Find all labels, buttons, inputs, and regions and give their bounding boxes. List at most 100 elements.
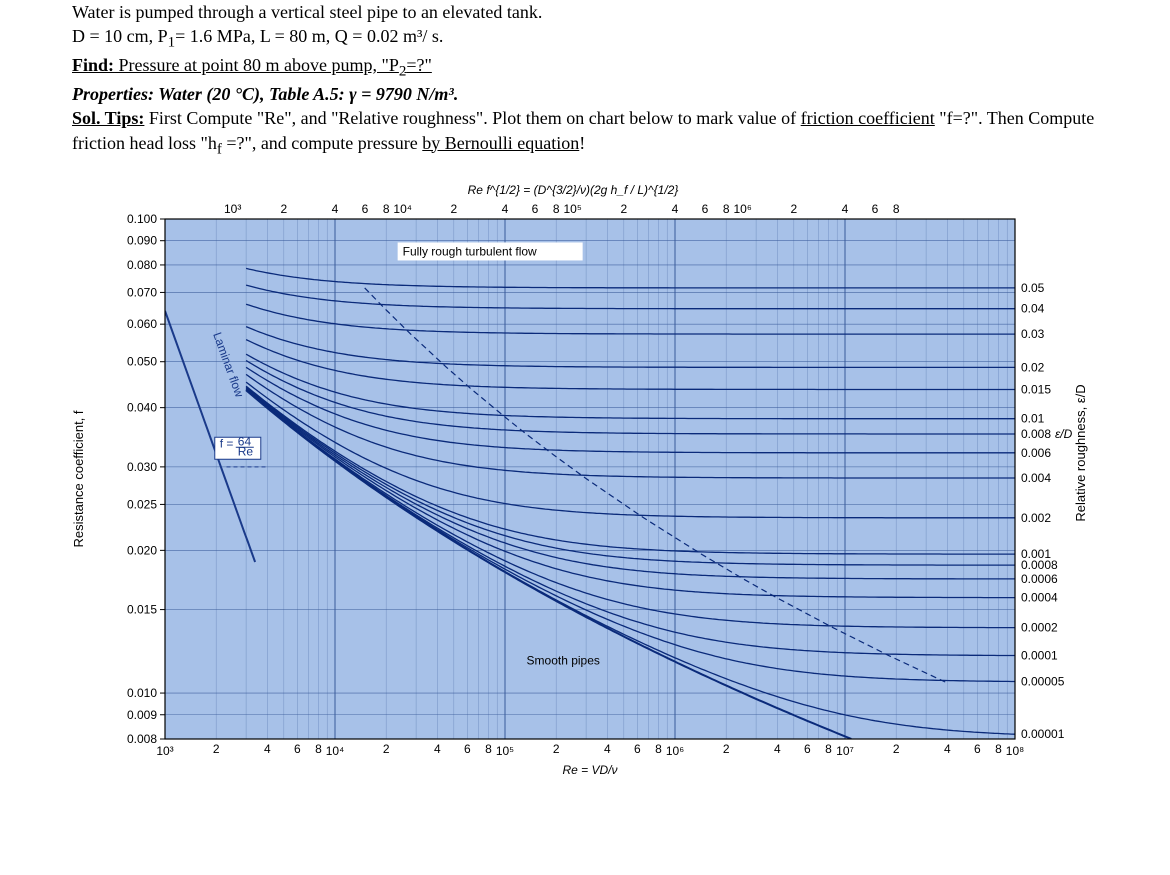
eps-d-marker: ε/D <box>1055 427 1073 441</box>
find-label: Find: <box>72 55 114 75</box>
y-tick-label: 0.009 <box>127 708 157 722</box>
y-tick-label: 0.015 <box>127 603 157 617</box>
x-top-tick-label: 10⁶ <box>734 202 752 216</box>
x-tick-minor-label: 6 <box>464 742 471 756</box>
x-tick-label: 10⁸ <box>1006 744 1024 758</box>
x-tick-minor-label: 4 <box>264 742 271 756</box>
line5c: =?", and compute pressure <box>222 133 422 153</box>
line3b: =?" <box>406 55 432 75</box>
x-top-minor-label: 8 <box>553 202 560 216</box>
x-tick-minor-label: 4 <box>434 742 441 756</box>
x-tick-minor-label: 8 <box>825 742 832 756</box>
roughness-label: 0.002 <box>1021 511 1051 525</box>
y-tick-label: 0.100 <box>127 212 157 226</box>
roughness-label: 0.0004 <box>1021 591 1058 605</box>
x-top-minor-label: 6 <box>362 202 369 216</box>
roughness-label: 0.04 <box>1021 302 1045 316</box>
x-tick-label: 10⁵ <box>496 744 514 758</box>
x-tick-minor-label: 6 <box>294 742 301 756</box>
x-tick-minor-label: 4 <box>774 742 781 756</box>
roughness-label: 0.0002 <box>1021 621 1058 635</box>
moody-chart: 0.1000.0900.0800.0700.0600.0500.0400.030… <box>55 169 1115 809</box>
roughness-label: 0.00005 <box>1021 675 1065 689</box>
y-tick-label: 0.030 <box>127 460 157 474</box>
x-top-minor-label: 4 <box>672 202 679 216</box>
x-top-minor-label: 8 <box>383 202 390 216</box>
roughness-label: 0.004 <box>1021 471 1051 485</box>
roughness-label: 0.0008 <box>1021 559 1058 573</box>
y-tick-label: 0.008 <box>127 732 157 746</box>
roughness-label: 0.02 <box>1021 361 1045 375</box>
x-top-minor-label: 6 <box>532 202 539 216</box>
x-top-minor-label: 4 <box>332 202 339 216</box>
y-tick-label: 0.060 <box>127 318 157 332</box>
fully-rough-label: Fully rough turbulent flow <box>403 245 537 259</box>
y-axis-title: Resistance coefficient, f <box>71 411 86 548</box>
x-top-tick-label: 10⁴ <box>393 202 412 216</box>
roughness-label: 0.0006 <box>1021 572 1058 586</box>
roughness-label: 0.0001 <box>1021 649 1058 663</box>
problem-statement: Water is pumped through a vertical steel… <box>0 0 1170 159</box>
roughness-label: 0.015 <box>1021 383 1051 397</box>
smooth-pipes-label: Smooth pipes <box>527 654 600 668</box>
x-top-minor-label: 8 <box>723 202 730 216</box>
roughness-label: 0.008 <box>1021 427 1051 441</box>
y-tick-label: 0.090 <box>127 234 157 248</box>
y-tick-label: 0.080 <box>127 258 157 272</box>
laminar-formula-1: f = <box>220 437 234 451</box>
x-tick-minor-label: 2 <box>553 742 560 756</box>
y-tick-label: 0.020 <box>127 544 157 558</box>
x-tick-minor-label: 6 <box>974 742 981 756</box>
x-top-minor-label: 2 <box>790 202 797 216</box>
x-tick-minor-label: 8 <box>315 742 322 756</box>
x-tick-label: 10⁴ <box>326 744 345 758</box>
x-tick-label: 10⁷ <box>836 744 854 758</box>
y-tick-label: 0.010 <box>127 686 157 700</box>
roughness-label: 0.00001 <box>1021 728 1065 742</box>
x-tick-minor-label: 2 <box>723 742 730 756</box>
line5a: First Compute "Re", and "Relative roughn… <box>144 108 800 128</box>
line2b: = 1.6 MPa, L = 80 m, Q = 0.02 m³/ s. <box>175 26 443 46</box>
x-top-minor-label: 8 <box>893 202 900 216</box>
x-tick-minor-label: 2 <box>213 742 220 756</box>
x-top-minor-label: 2 <box>280 202 287 216</box>
x-tick-minor-label: 6 <box>804 742 811 756</box>
x-tick-minor-label: 6 <box>634 742 641 756</box>
x-tick-label: 10³ <box>156 744 173 758</box>
x-tick-label: 10⁶ <box>666 744 684 758</box>
x-tick-minor-label: 2 <box>383 742 390 756</box>
x-top-tick-label: 10³ <box>224 202 241 216</box>
x-tick-minor-label: 2 <box>893 742 900 756</box>
roughness-label: 0.05 <box>1021 281 1045 295</box>
laminar-formula-3: Re <box>238 445 254 459</box>
roughness-label: 0.03 <box>1021 328 1045 342</box>
x-top-minor-label: 2 <box>450 202 457 216</box>
line5u1: friction coefficient <box>801 108 935 128</box>
y-tick-label: 0.025 <box>127 498 157 512</box>
x-top-minor-label: 2 <box>620 202 627 216</box>
x-top-minor-label: 4 <box>842 202 849 216</box>
moody-svg: 0.1000.0900.0800.0700.0600.0500.0400.030… <box>55 169 1115 809</box>
y-tick-label: 0.070 <box>127 286 157 300</box>
line2a: D = 10 cm, P <box>72 26 168 46</box>
roughness-label: 0.006 <box>1021 446 1051 460</box>
top-formula: Re f^{1/2} = (D^{3/2}/ν)(2g h_f / L)^{1/… <box>468 183 679 197</box>
properties-line: Properties: Water (20 °C), Table A.5: γ … <box>72 82 1110 106</box>
x-tick-minor-label: 8 <box>485 742 492 756</box>
x-tick-minor-label: 8 <box>655 742 662 756</box>
x-tick-minor-label: 4 <box>604 742 611 756</box>
line1: Water is pumped through a vertical steel… <box>72 2 542 22</box>
line5u2: by Bernoulli equation <box>422 133 579 153</box>
y-tick-label: 0.050 <box>127 355 157 369</box>
y-tick-label: 0.040 <box>127 401 157 415</box>
x-tick-minor-label: 8 <box>995 742 1002 756</box>
x-top-minor-label: 4 <box>502 202 509 216</box>
x-top-tick-label: 10⁵ <box>563 202 581 216</box>
bottom-formula: Re = VD/ν <box>562 763 617 777</box>
x-top-minor-label: 6 <box>872 202 879 216</box>
x-top-minor-label: 6 <box>702 202 709 216</box>
line3a: Pressure at point 80 m above pump, "P <box>114 55 399 75</box>
line5d: ! <box>579 133 585 153</box>
x-tick-minor-label: 4 <box>944 742 951 756</box>
y2-axis-title: Relative roughness, ε/D <box>1073 385 1088 522</box>
